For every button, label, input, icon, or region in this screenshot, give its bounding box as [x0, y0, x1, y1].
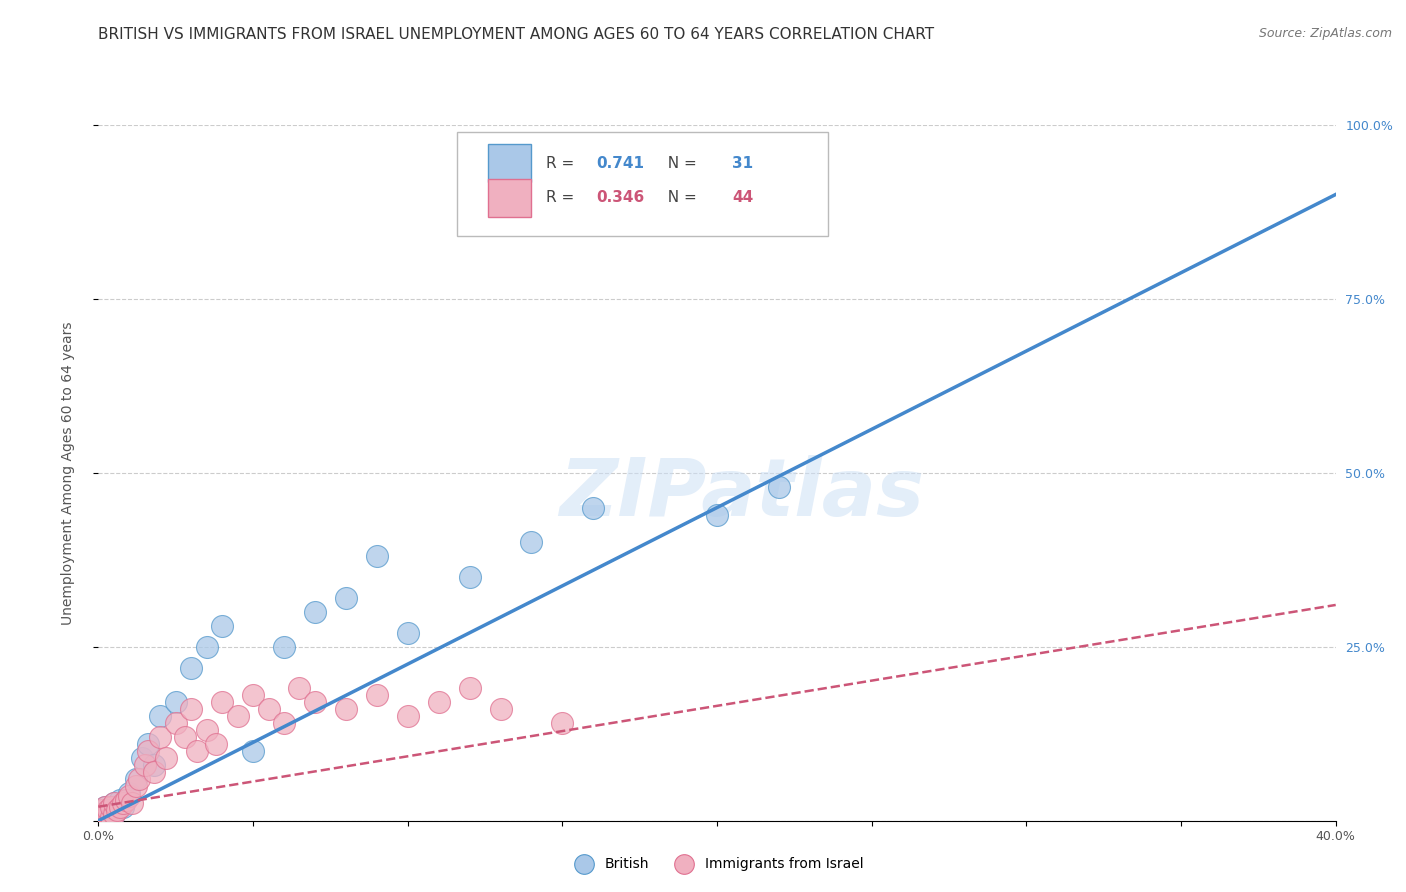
Point	[124, 779, 146, 793]
Point	[520, 535, 543, 549]
Point	[186, 744, 208, 758]
Point	[93, 810, 115, 824]
Point	[112, 799, 135, 814]
Point	[165, 695, 187, 709]
Point	[288, 681, 311, 696]
Point	[105, 803, 128, 817]
Point	[136, 737, 159, 751]
Point	[242, 744, 264, 758]
Point	[89, 810, 111, 824]
Point	[103, 796, 125, 810]
Y-axis label: Unemployment Among Ages 60 to 64 years: Unemployment Among Ages 60 to 64 years	[60, 321, 75, 624]
Point	[226, 709, 249, 723]
Point	[205, 737, 228, 751]
Point	[366, 689, 388, 703]
Text: R =: R =	[547, 190, 579, 205]
Legend: British, Immigrants from Israel: British, Immigrants from Israel	[565, 851, 869, 876]
Point	[124, 772, 146, 786]
Text: ZIPatlas: ZIPatlas	[560, 455, 924, 533]
Text: R =: R =	[547, 155, 579, 170]
FancyBboxPatch shape	[457, 132, 828, 236]
Point	[103, 806, 125, 821]
FancyBboxPatch shape	[488, 178, 531, 217]
Text: 31: 31	[733, 155, 754, 170]
Point	[335, 591, 357, 605]
Point	[165, 716, 187, 731]
Point	[143, 758, 166, 772]
Point	[103, 806, 125, 821]
Point	[93, 799, 115, 814]
Point	[427, 695, 450, 709]
Point	[458, 570, 481, 584]
Point	[180, 702, 202, 716]
Point	[195, 723, 218, 738]
Point	[100, 810, 122, 824]
Point	[118, 786, 141, 800]
Point	[180, 660, 202, 674]
Point	[458, 681, 481, 696]
Point	[149, 730, 172, 744]
Point	[195, 640, 218, 654]
Point	[90, 810, 112, 824]
FancyBboxPatch shape	[488, 144, 531, 182]
Point	[551, 716, 574, 731]
Point	[108, 799, 131, 814]
Text: 44: 44	[733, 190, 754, 205]
Point	[257, 702, 280, 716]
Point	[174, 730, 197, 744]
Point	[115, 793, 138, 807]
Point	[489, 702, 512, 716]
Point	[366, 549, 388, 564]
Point	[396, 625, 419, 640]
Point	[97, 810, 120, 824]
Point	[136, 744, 159, 758]
Text: N =: N =	[658, 155, 702, 170]
Point	[211, 695, 233, 709]
Point	[242, 689, 264, 703]
Point	[105, 799, 128, 814]
Text: N =: N =	[658, 190, 702, 205]
Point	[304, 695, 326, 709]
Point	[90, 806, 112, 821]
Point	[100, 799, 122, 814]
Point	[128, 772, 150, 786]
Point	[131, 751, 153, 765]
Point	[103, 796, 125, 810]
Point	[273, 716, 295, 731]
Point	[93, 806, 115, 821]
Text: 0.741: 0.741	[596, 155, 644, 170]
Text: BRITISH VS IMMIGRANTS FROM ISRAEL UNEMPLOYMENT AMONG AGES 60 TO 64 YEARS CORRELA: BRITISH VS IMMIGRANTS FROM ISRAEL UNEMPL…	[98, 27, 935, 42]
Point	[155, 751, 177, 765]
Point	[149, 709, 172, 723]
Point	[582, 500, 605, 515]
Point	[97, 803, 120, 817]
Point	[768, 480, 790, 494]
Point	[134, 758, 156, 772]
Point	[706, 508, 728, 522]
Point	[100, 803, 122, 817]
Point	[273, 640, 295, 654]
Point	[112, 796, 135, 810]
Point	[97, 806, 120, 821]
Text: Source: ZipAtlas.com: Source: ZipAtlas.com	[1258, 27, 1392, 40]
Text: 0.346: 0.346	[596, 190, 644, 205]
Point	[118, 789, 141, 804]
Point	[93, 799, 115, 814]
Point	[121, 796, 143, 810]
Point	[304, 605, 326, 619]
Point	[90, 803, 112, 817]
Point	[143, 764, 166, 779]
Point	[108, 793, 131, 807]
Point	[396, 709, 419, 723]
Point	[335, 702, 357, 716]
Point	[211, 619, 233, 633]
